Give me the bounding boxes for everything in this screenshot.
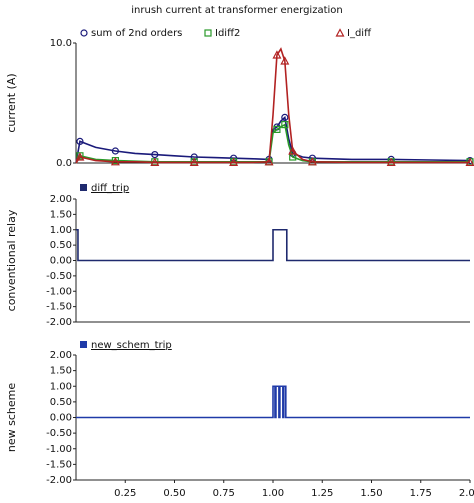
point-marker — [307, 157, 317, 166]
series-line — [75, 47, 470, 164]
y-tick-label: -0.50 — [46, 428, 72, 439]
y-tick-label: 0.50 — [50, 240, 72, 251]
series-line — [76, 385, 470, 419]
point-marker — [280, 56, 290, 65]
x-tick-label: 1.50 — [360, 488, 382, 499]
point-marker — [151, 151, 159, 159]
legend-label: Idiff2 — [215, 28, 240, 39]
y-tick-label: 1.50 — [50, 209, 72, 220]
point-marker — [288, 146, 298, 155]
y-tick-label: 10.0 — [50, 38, 72, 49]
point-marker — [465, 157, 474, 166]
legend-swatch — [80, 184, 87, 191]
y-tick-label: 0.0 — [56, 158, 72, 169]
point-marker — [75, 152, 85, 161]
y-tick-label: 0.00 — [50, 256, 72, 267]
y-tick-label: 2.00 — [50, 194, 72, 205]
y-tick-label: -1.00 — [46, 444, 72, 455]
legend-label: I_diff — [347, 28, 372, 39]
point-marker — [189, 157, 199, 166]
legend-swatch — [80, 341, 87, 348]
x-tick-label: 1.00 — [262, 488, 284, 499]
y-tick-label: -2.00 — [46, 317, 72, 328]
x-tick-label: 0.25 — [114, 488, 136, 499]
legend-label: new_schem_trip — [91, 340, 172, 351]
y-axis-label: new scheme — [5, 383, 18, 452]
x-tick-label: 1.75 — [410, 488, 432, 499]
series-line — [76, 228, 470, 262]
y-tick-label: -1.00 — [46, 286, 72, 297]
y-tick-label: 2.00 — [50, 350, 72, 361]
y-axis-label: current (A) — [5, 73, 18, 132]
point-marker — [386, 157, 396, 166]
x-tick-label: 2.00 — [459, 488, 474, 499]
point-marker — [110, 157, 120, 166]
y-tick-label: -2.00 — [46, 475, 72, 486]
legend-label: sum of 2nd orders — [91, 28, 182, 39]
legend-label: diff_trip — [91, 183, 129, 194]
y-tick-label: 1.00 — [50, 225, 72, 236]
point-marker — [229, 157, 239, 166]
legend-marker — [80, 29, 88, 37]
x-tick-label: 1.25 — [311, 488, 333, 499]
y-tick-label: -0.50 — [46, 271, 72, 282]
legend-marker — [335, 28, 345, 37]
chart-title: inrush current at transformer energizati… — [131, 5, 342, 16]
y-tick-label: 1.00 — [50, 381, 72, 392]
y-tick-label: 1.50 — [50, 366, 72, 377]
y-tick-label: 0.00 — [50, 413, 72, 424]
y-tick-label: -1.50 — [46, 459, 72, 470]
point-marker — [281, 120, 289, 129]
point-marker — [150, 157, 160, 166]
point-marker — [264, 157, 274, 166]
point-marker — [272, 50, 282, 59]
point-marker — [111, 147, 120, 155]
legend-marker — [204, 29, 212, 37]
y-tick-label: 0.50 — [50, 397, 72, 408]
x-tick-label: 0.50 — [163, 488, 185, 499]
y-tick-label: -1.50 — [46, 302, 72, 313]
x-tick-label: 0.75 — [213, 488, 235, 499]
y-axis-label: conventional relay — [5, 209, 18, 311]
point-marker — [281, 113, 289, 122]
point-marker — [76, 137, 84, 145]
point-marker — [273, 125, 281, 134]
